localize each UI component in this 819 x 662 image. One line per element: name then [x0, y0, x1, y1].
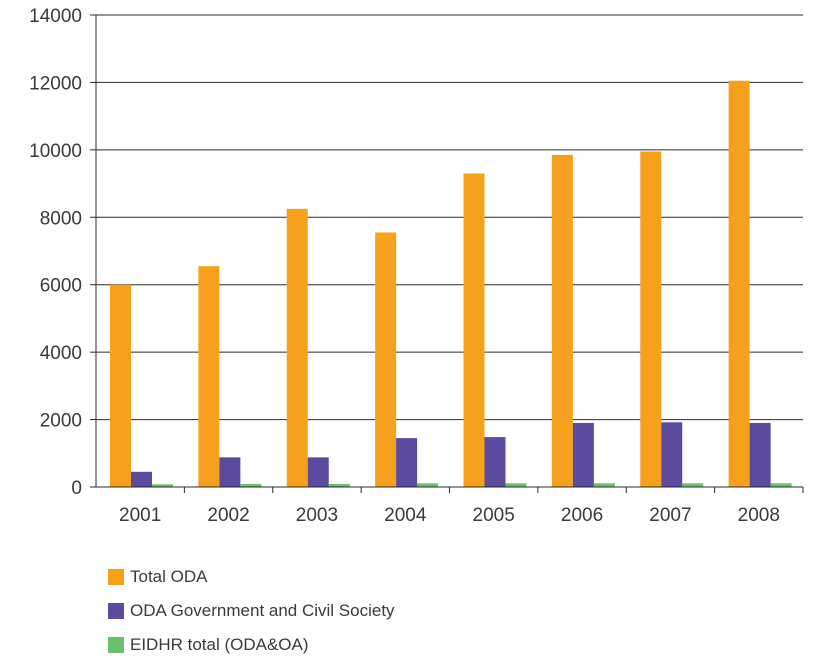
bar-2005-series-2 — [505, 483, 527, 487]
legend-swatch-total-oda — [108, 569, 124, 585]
y-tick-label: 6000 — [40, 276, 82, 297]
legend: Total ODA ODA Government and Civil Socie… — [108, 560, 395, 662]
bar-2003-series-0 — [286, 208, 308, 487]
bar-2002-series-0 — [198, 266, 220, 487]
x-tick-label: 2008 — [738, 505, 780, 526]
x-tick-label: 2007 — [649, 505, 691, 526]
legend-label-eidhr-total: EIDHR total (ODA&OA) — [130, 635, 309, 654]
x-axis: 2001 2002 2003 2004 2005 2006 2007 2008 — [95, 15, 804, 526]
x-tick-label: 2004 — [384, 505, 427, 526]
bar-2008-series-2 — [770, 483, 792, 487]
bar-2003-series-2 — [328, 483, 350, 487]
bar-2004-series-2 — [417, 483, 439, 487]
bars — [110, 80, 792, 488]
y-axis-ticks: 0 2000 4000 6000 8000 10000 12000 14000 — [29, 6, 82, 499]
bar-2007-series-1 — [661, 422, 683, 487]
legend-label-oda-government: ODA Government and Civil Society — [130, 601, 395, 620]
y-tick-label: 4000 — [40, 343, 82, 364]
legend-swatch-eidhr-total — [108, 637, 124, 653]
bar-2007-series-0 — [640, 151, 662, 488]
bar-2002-series-2 — [240, 483, 262, 487]
bar-2005-series-0 — [463, 173, 485, 487]
bar-2008-series-0 — [728, 80, 750, 487]
y-tick-label: 10000 — [29, 141, 82, 162]
x-tick-label: 2003 — [296, 505, 338, 526]
x-tick-label: 2005 — [473, 505, 515, 526]
x-tick-label: 2002 — [207, 505, 249, 526]
bar-2002-series-1 — [219, 457, 241, 487]
legend-label-total-oda: Total ODA — [130, 567, 208, 586]
bar-2006-series-0 — [551, 154, 573, 487]
bar-2007-series-2 — [682, 483, 704, 487]
y-tick-label: 8000 — [40, 208, 82, 229]
bar-2001-series-0 — [110, 284, 131, 487]
legend-swatch-oda-government — [108, 603, 124, 619]
bar-2006-series-1 — [572, 422, 594, 487]
bar-2004-series-0 — [375, 232, 397, 487]
y-tick-label: 0 — [71, 478, 82, 499]
y-tick-label: 2000 — [40, 411, 82, 432]
y-tick-label: 12000 — [29, 73, 82, 94]
bar-2001-series-1 — [131, 471, 152, 487]
legend-item-oda-government: ODA Government and Civil Society — [108, 594, 395, 628]
bar-2005-series-1 — [484, 437, 506, 487]
grid-lines — [90, 14, 803, 488]
bar-2004-series-1 — [396, 438, 418, 487]
bar-2003-series-1 — [307, 457, 329, 487]
bar-2001-series-2 — [152, 484, 173, 487]
x-tick-label: 2001 — [119, 505, 161, 526]
legend-item-eidhr-total: EIDHR total (ODA&OA) — [108, 628, 395, 662]
bar-2006-series-2 — [593, 483, 615, 487]
bar-2008-series-1 — [749, 422, 771, 487]
y-tick-label: 14000 — [29, 6, 82, 27]
legend-item-total-oda: Total ODA — [108, 560, 395, 594]
x-tick-label: 2006 — [561, 505, 603, 526]
